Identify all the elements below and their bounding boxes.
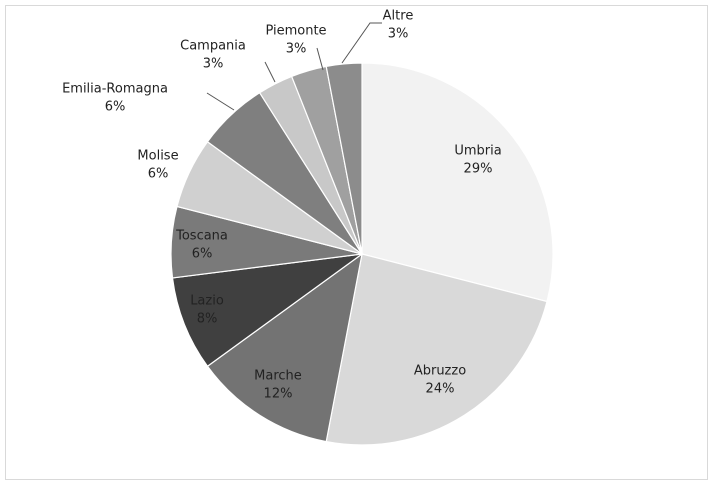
leader-line xyxy=(316,47,324,71)
pie-slice xyxy=(361,62,554,303)
slice-label: Altre xyxy=(383,9,414,24)
slice-value-label: 3% xyxy=(203,57,224,72)
slice-value-label: 6% xyxy=(148,167,169,182)
slice-value-label: 3% xyxy=(286,42,307,57)
slice-value-label: 29% xyxy=(464,162,493,177)
pie-slice xyxy=(206,252,363,443)
pie-slice xyxy=(171,253,363,368)
slice-label: Abruzzo xyxy=(414,364,466,379)
pie-slice xyxy=(325,253,548,446)
slice-value-label: 6% xyxy=(105,100,126,115)
leader-line xyxy=(264,61,276,83)
pie-slice xyxy=(325,62,363,255)
slice-value-label: 6% xyxy=(192,247,213,262)
slice-value-label: 3% xyxy=(388,27,409,42)
slice-value-label: 8% xyxy=(197,312,218,327)
leader-line xyxy=(341,22,382,64)
slice-value-label: 12% xyxy=(264,387,293,402)
slice-label: Lazio xyxy=(190,294,224,309)
slice-value-label: 24% xyxy=(426,382,455,397)
leader-line xyxy=(206,92,235,111)
slice-label: Emilia-Romagna xyxy=(62,82,168,97)
slice-label: Marche xyxy=(254,369,302,384)
slice-label: Campania xyxy=(180,39,246,54)
slice-label: Umbria xyxy=(454,144,501,159)
slice-label: Toscana xyxy=(175,229,228,244)
slice-label: Piemonte xyxy=(265,24,326,39)
slice-label: Molise xyxy=(137,149,178,164)
